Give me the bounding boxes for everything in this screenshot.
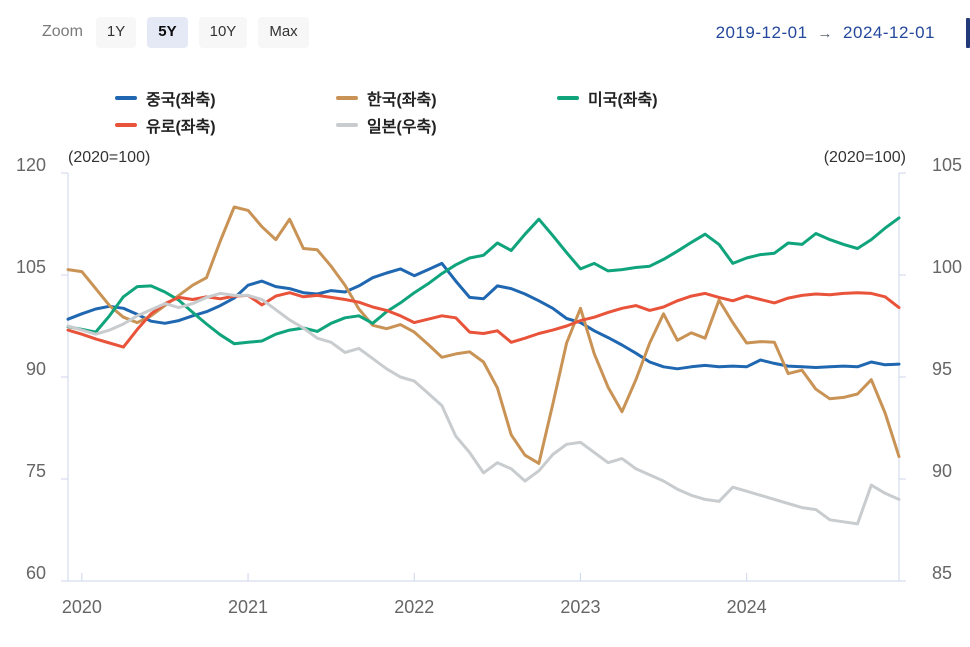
left-axis-tick-label: 105 [16,257,46,277]
legend-dash-icon [115,122,137,127]
left-axis-tick-label: 90 [26,359,46,379]
legend-dash-icon [557,95,579,100]
legend-dash-icon [336,122,358,127]
scrollbar-fragment[interactable] [966,18,970,48]
legend-label: 미국(좌축) [588,91,658,109]
legend-item-us[interactable]: 미국(좌축) [557,84,778,111]
x-axis-tick-label: 2022 [394,597,434,617]
date-to-input[interactable]: 2024-12-01 [843,23,935,42]
date-range: 2019-12-01 → 2024-12-01 [716,23,935,43]
zoom-button-max[interactable]: Max [258,17,309,48]
legend-item-china[interactable]: 중국(좌축) [115,84,336,111]
series-line-japan [66,291,901,526]
right-axis-tick-label: 105 [932,155,962,175]
legend-dash-icon [115,95,137,100]
right-axis-unit-label: (2020=100) [824,149,906,166]
zoom-button-5y[interactable]: 5Y [147,17,188,48]
x-axis-tick-label: 2024 [727,597,767,617]
x-axis-tick-label: 2020 [62,597,102,617]
left-axis-tick-label: 60 [26,563,46,583]
zoom-button-group: 1Y 5Y 10Y Max [95,17,309,48]
right-axis-tick-label: 100 [932,257,962,277]
left-axis-tick-label: 75 [26,461,46,481]
legend-item-korea[interactable]: 한국(좌축) [336,84,557,111]
legend: 중국(좌축) 한국(좌축) 미국(좌축) 유로(좌축) 일본(우축) [115,84,970,138]
legend-label: 일본(우축) [367,118,437,136]
right-axis-tick-label: 95 [932,359,952,379]
legend-label: 한국(좌축) [367,91,437,109]
legend-item-japan[interactable]: 일본(우축) [336,111,557,138]
series-line-china [66,261,901,371]
right-axis-tick-label: 90 [932,461,952,481]
legend-item-euro[interactable]: 유로(좌축) [115,111,336,138]
left-axis-unit-label: (2020=100) [68,149,150,166]
series-line-us [66,216,901,346]
x-axis-tick-label: 2023 [560,597,600,617]
zoom-label: Zoom [42,23,83,41]
series-line-euro [66,291,901,349]
zoom-button-1y[interactable]: 1Y [95,17,137,48]
legend-label: 유로(좌축) [146,118,216,136]
date-from-input[interactable]: 2019-12-01 [715,23,808,42]
series-line-korea [66,205,901,465]
range-selector-toolbar: Zoom 1Y 5Y 10Y Max [42,17,309,48]
x-axis-tick-label: 2021 [228,597,268,617]
arrow-right-icon: → [817,25,834,42]
legend-label: 중국(좌축) [146,91,216,109]
right-axis-tick-label: 85 [932,563,952,583]
legend-dash-icon [336,95,358,100]
zoom-button-10y[interactable]: 10Y [198,17,248,48]
left-axis-tick-label: 120 [16,155,46,175]
